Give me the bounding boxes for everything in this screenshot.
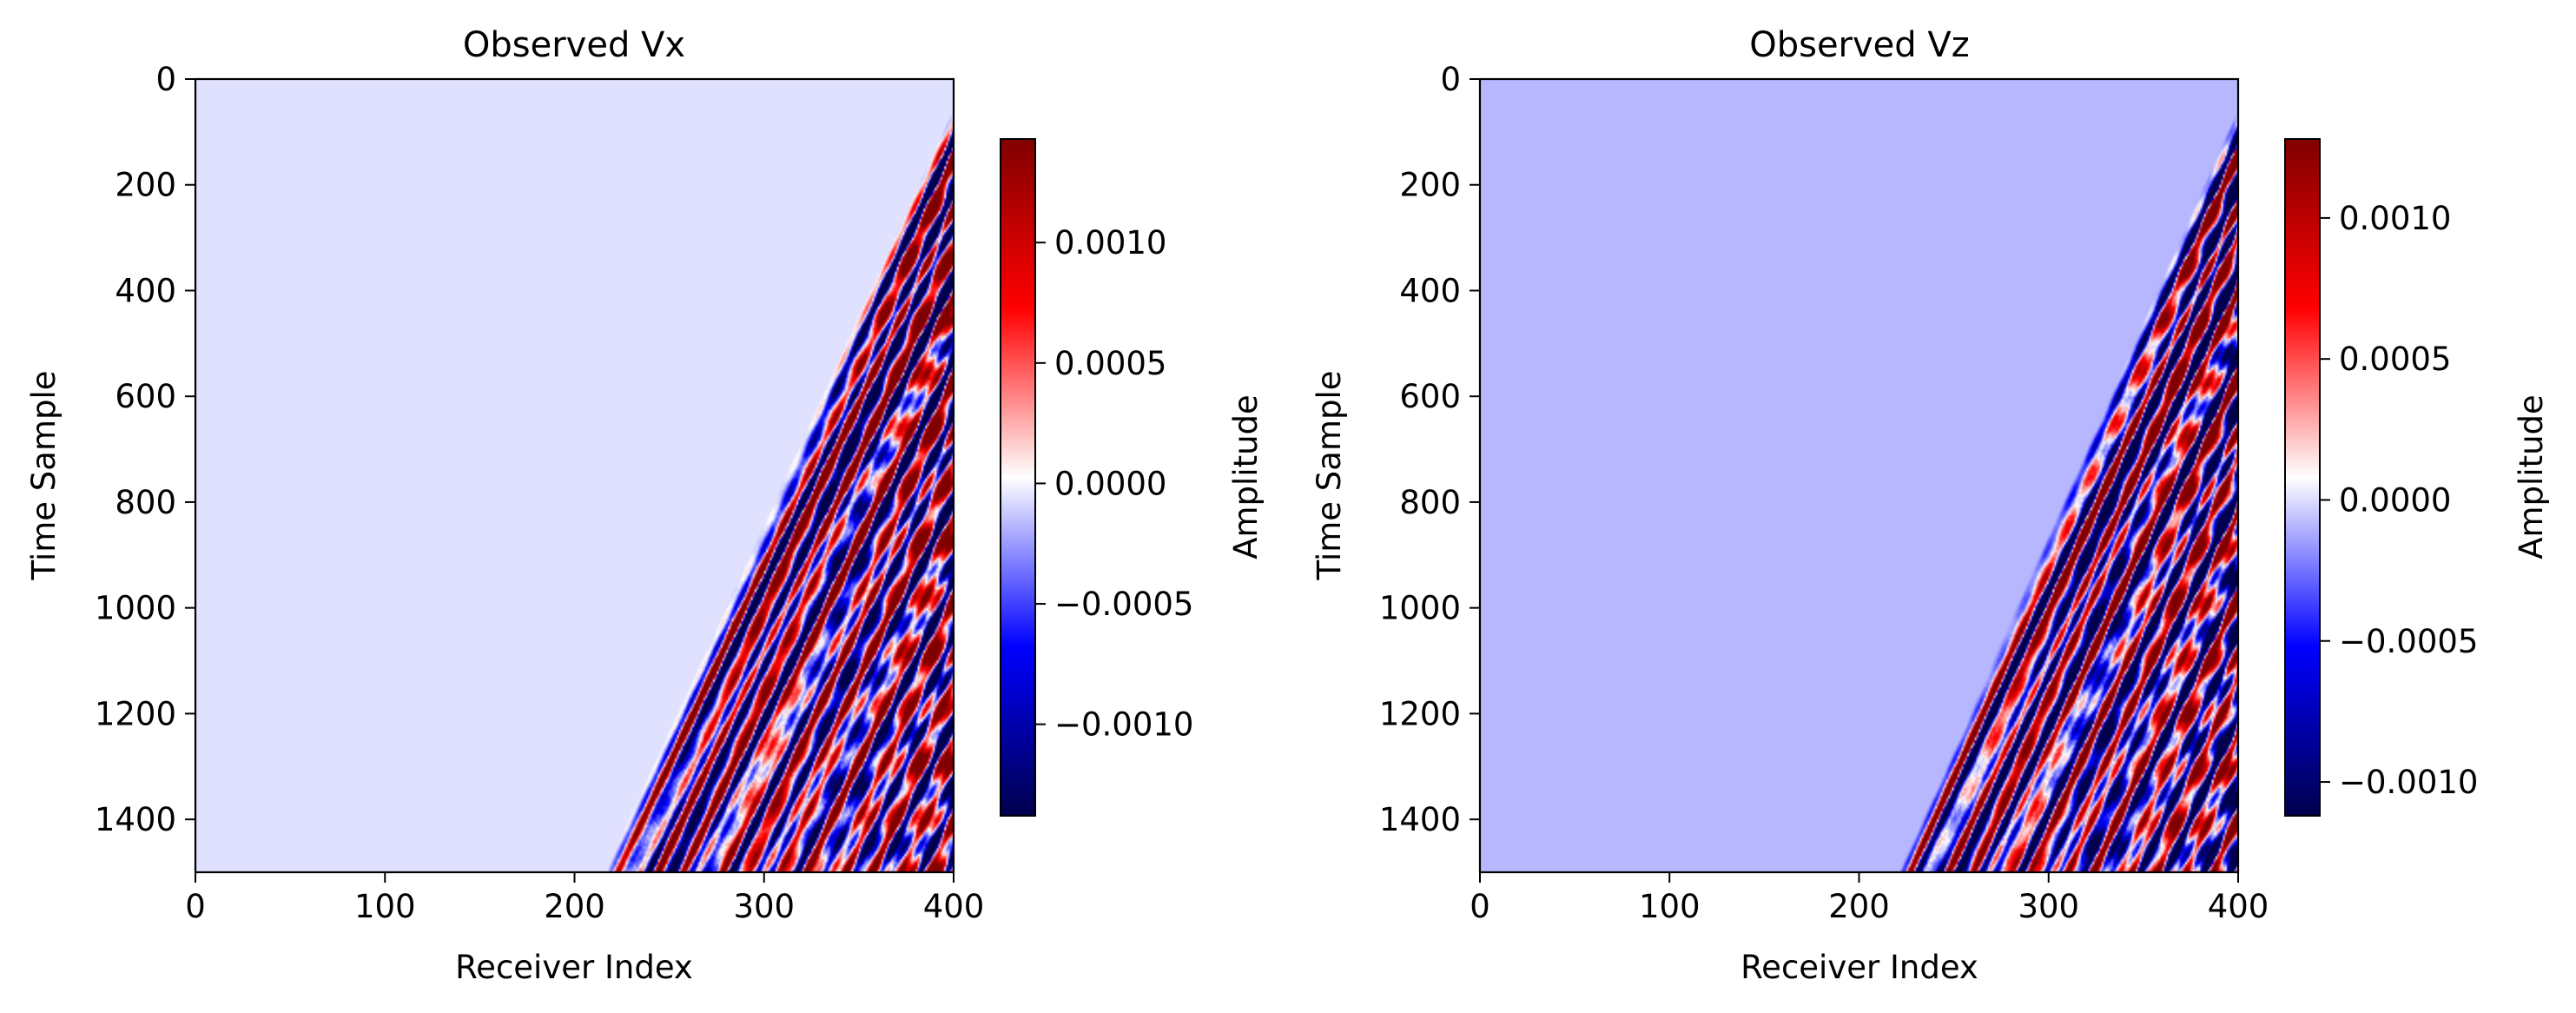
vz-y-tick-label: 200 bbox=[1399, 167, 1461, 204]
vz-colorbar-tick-label: 0.0000 bbox=[2339, 481, 2451, 519]
vz-y-tick-label: 1200 bbox=[1379, 695, 1461, 732]
vz-y-tick-label: 0 bbox=[1440, 61, 1461, 98]
vz-y-tick-label: 800 bbox=[1399, 484, 1461, 521]
vx-title: Observed Vx bbox=[463, 25, 685, 65]
vx-heatmap bbox=[195, 79, 954, 872]
vz-y-tick-label: 1400 bbox=[1379, 801, 1461, 838]
vx-y-tick-label: 0 bbox=[155, 61, 176, 98]
vz-panel: Observed Vz 0 100 200 300 400 0 200 400 600 800 1… bbox=[1311, 25, 2550, 986]
vz-colorbar-tick-label: −0.0010 bbox=[2339, 764, 2478, 801]
vz-x-tick-label: 400 bbox=[2208, 888, 2269, 925]
vx-heatmap-image bbox=[195, 79, 954, 872]
vx-colorbar-tick-label: −0.0010 bbox=[1054, 706, 1193, 744]
vz-x-tick-label: 0 bbox=[1470, 888, 1490, 925]
vx-y-tick-label: 1400 bbox=[95, 801, 176, 838]
vz-colorbar bbox=[2284, 138, 2321, 817]
vz-y-axis-label: Time Sample bbox=[1311, 370, 1348, 580]
vz-y-tick-label: 400 bbox=[1399, 272, 1461, 309]
vx-y-tick-label: 200 bbox=[115, 167, 176, 204]
vx-x-tick-label: 100 bbox=[354, 888, 416, 925]
vx-colorbar-label: Amplitude bbox=[1227, 394, 1265, 559]
vx-x-axis-label: Receiver Index bbox=[455, 949, 693, 986]
vx-colorbar-tick-label: 0.0010 bbox=[1054, 224, 1166, 262]
vz-heatmap-image bbox=[1480, 79, 2238, 872]
vz-x-tick-label: 300 bbox=[2018, 888, 2079, 925]
vx-colorbar-tick-label: 0.0005 bbox=[1054, 345, 1166, 382]
vx-x-tick-label: 0 bbox=[185, 888, 206, 925]
vx-y-tick-label: 1200 bbox=[95, 695, 176, 732]
vz-y-ticks: 0 200 400 600 800 1000 1200 1400 bbox=[1379, 61, 1480, 838]
vz-x-axis-label: Receiver Index bbox=[1740, 949, 1978, 986]
vz-title: Observed Vz bbox=[1749, 25, 1970, 65]
vx-x-ticks: 0 100 200 300 400 bbox=[185, 872, 984, 925]
vx-x-tick-label: 300 bbox=[733, 888, 795, 925]
vz-colorbar-tick-label: 0.0005 bbox=[2339, 341, 2451, 378]
vx-y-tick-label: 1000 bbox=[95, 590, 176, 627]
vx-x-tick-label: 400 bbox=[923, 888, 985, 925]
vx-y-tick-label: 400 bbox=[115, 272, 176, 309]
vx-colorbar bbox=[1000, 138, 1036, 817]
vz-heatmap bbox=[1480, 79, 2238, 872]
vx-y-ticks: 0 200 400 600 800 1000 1200 1400 bbox=[95, 61, 195, 838]
vx-x-tick-label: 200 bbox=[544, 888, 605, 925]
vx-y-tick-label: 800 bbox=[115, 484, 176, 521]
vz-colorbar-tick-label: −0.0005 bbox=[2339, 623, 2478, 660]
vz-y-tick-label: 1000 bbox=[1379, 590, 1461, 627]
vx-y-axis-label: Time Sample bbox=[25, 370, 63, 580]
vx-panel: Observed Vx 0 100 200 300 400 0 200 400 600 800 1… bbox=[25, 25, 1265, 986]
vz-x-tick-label: 200 bbox=[1828, 888, 1890, 925]
vz-colorbar-tick-label: 0.0010 bbox=[2339, 200, 2451, 237]
vx-colorbar-tick-label: −0.0005 bbox=[1054, 586, 1193, 623]
vz-colorbar-label: Amplitude bbox=[2513, 394, 2550, 559]
vz-y-tick-label: 600 bbox=[1399, 378, 1461, 415]
vz-colorbar-ticks: −0.0010 −0.0005 0.0000 0.0005 0.0010 bbox=[2320, 200, 2478, 801]
vz-x-tick-label: 100 bbox=[1639, 888, 1701, 925]
vz-x-ticks: 0 100 200 300 400 bbox=[1470, 872, 2269, 925]
vx-colorbar-ticks: −0.0010 −0.0005 0.0000 0.0005 0.0010 bbox=[1035, 224, 1193, 744]
vx-y-tick-label: 600 bbox=[115, 378, 176, 415]
vx-colorbar-tick-label: 0.0000 bbox=[1054, 465, 1166, 502]
